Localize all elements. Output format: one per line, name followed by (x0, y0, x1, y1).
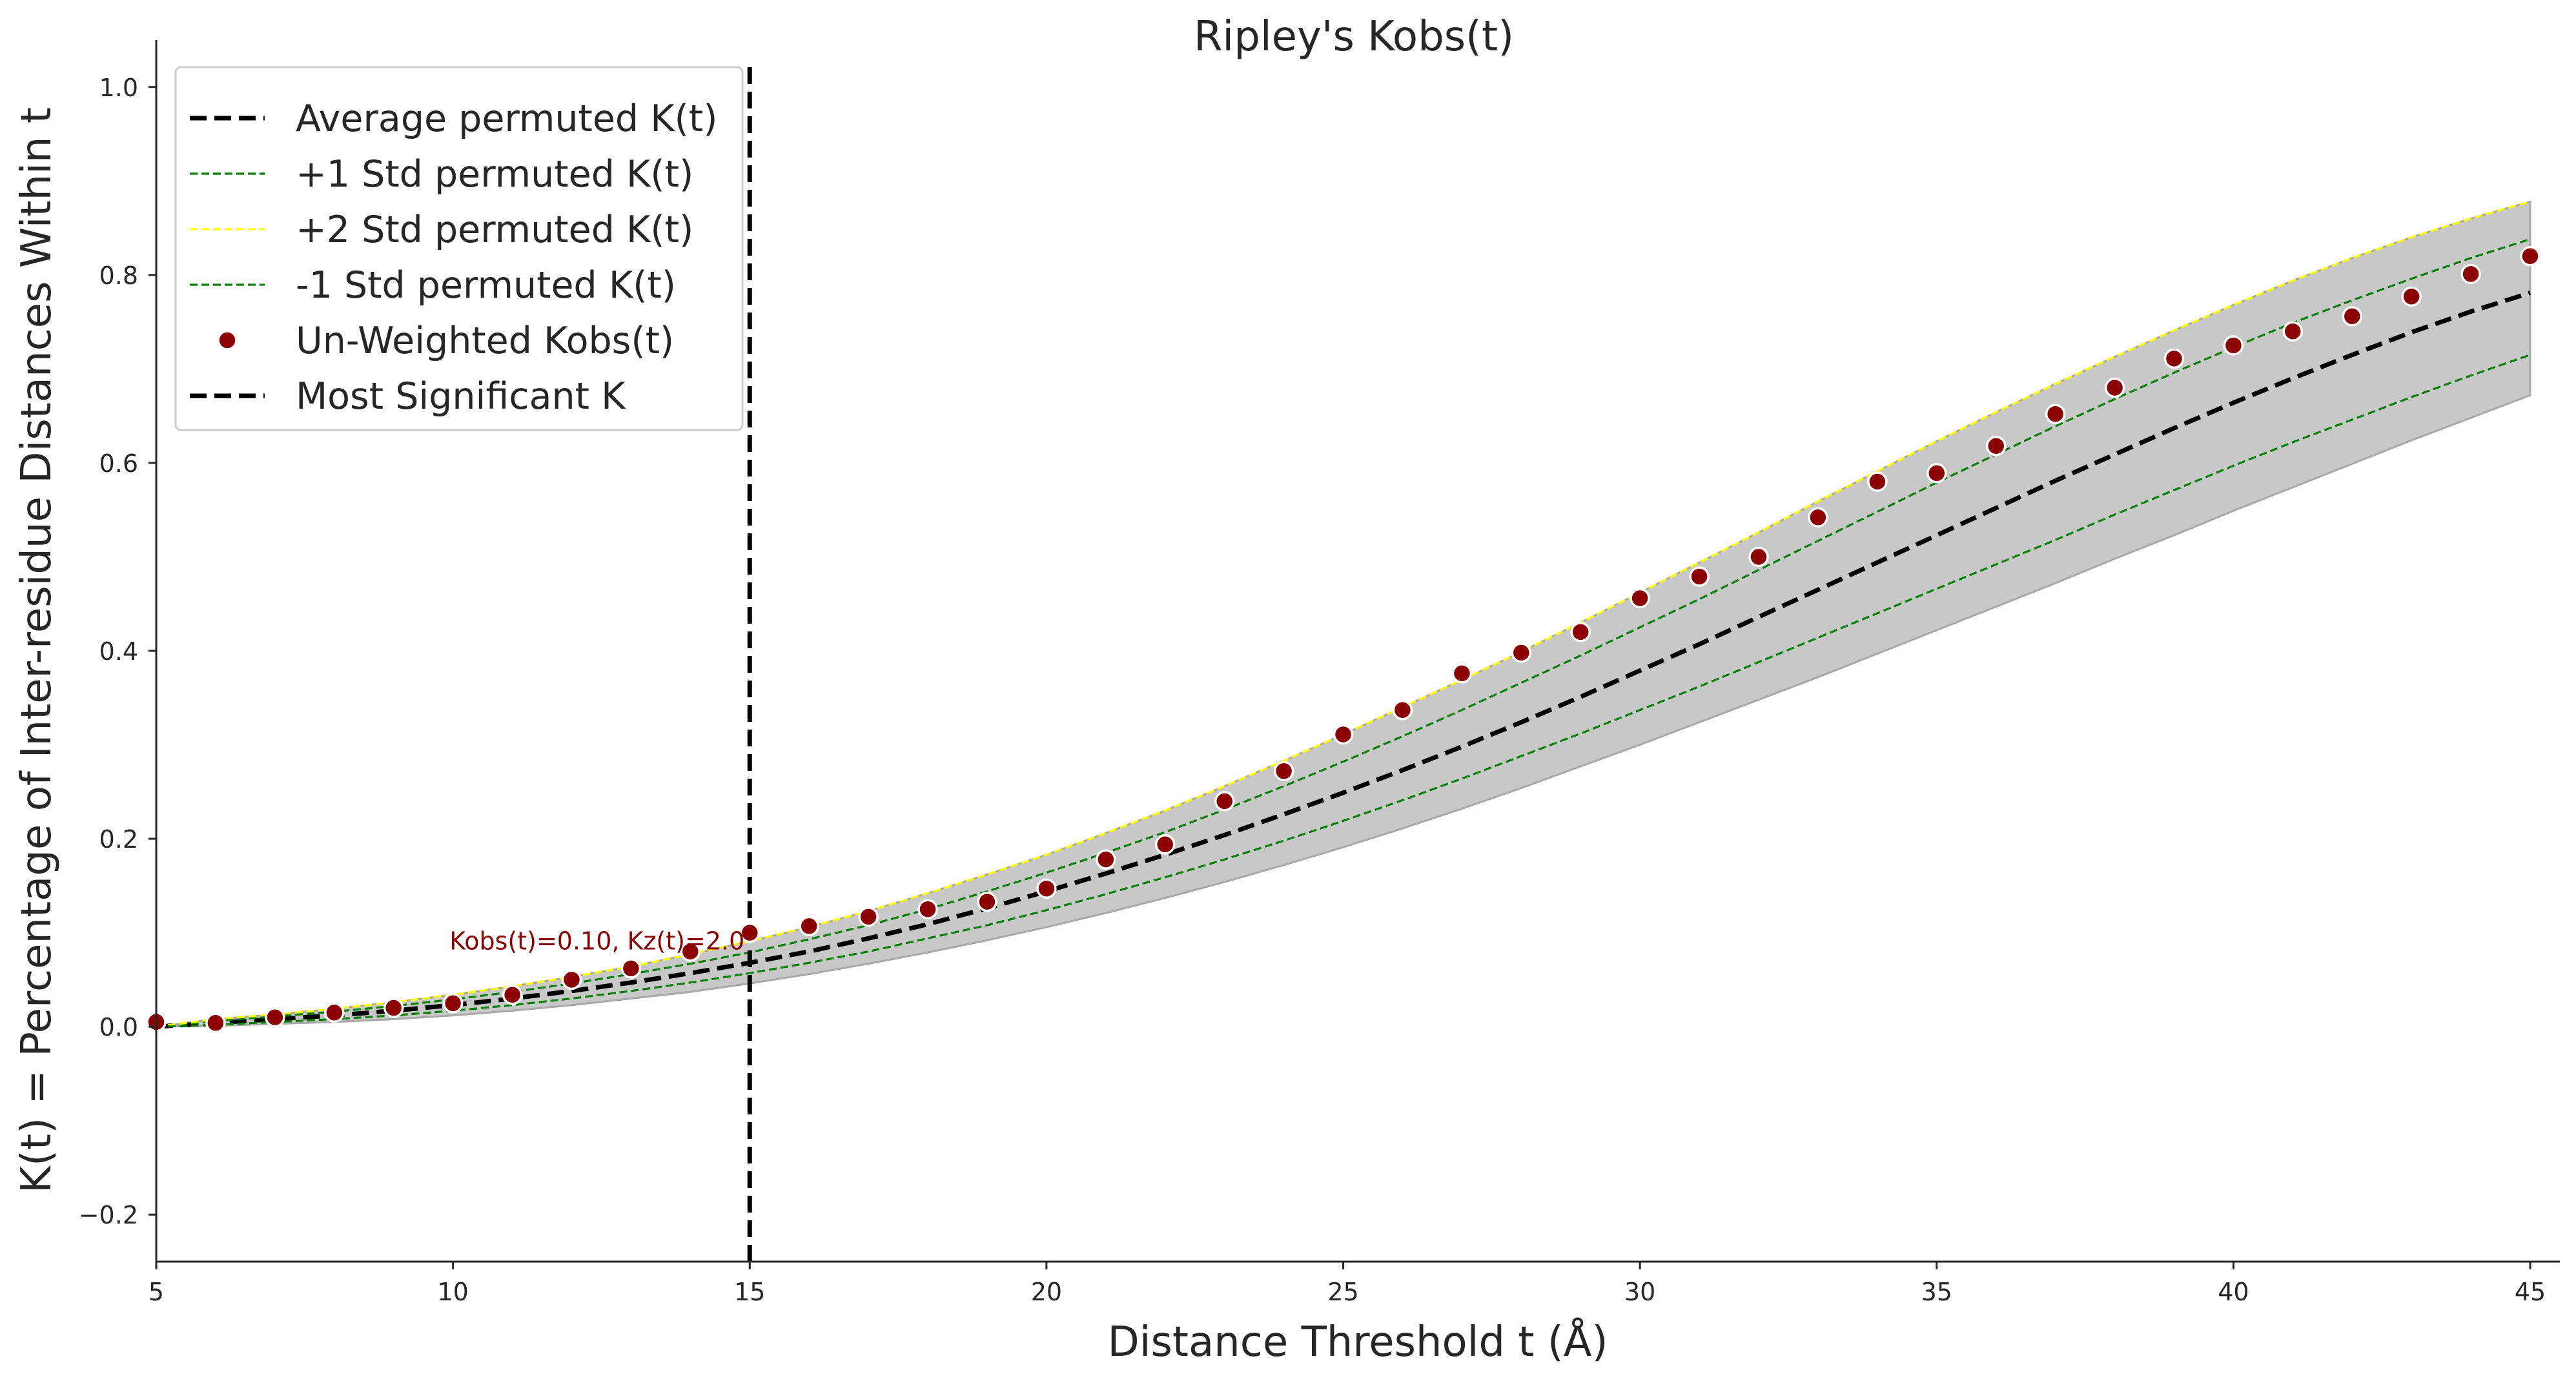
data-point (1867, 471, 1888, 492)
data-point (265, 1007, 285, 1028)
data-point (1214, 791, 1235, 812)
data-point (2342, 306, 2363, 327)
chart-title: Ripley's Kobs(t) (1194, 13, 1514, 61)
data-point (858, 907, 879, 927)
data-point (1630, 588, 1650, 609)
data-point (1096, 849, 1116, 870)
legend-label: +2 Std permuted K(t) (296, 209, 693, 251)
legend: Average permuted K(t) +1 Std permuted K(t… (174, 66, 744, 431)
data-point (2163, 348, 2185, 369)
y-tick-label: 0.4 (99, 637, 138, 666)
x-tick-label: 5 (148, 1278, 164, 1306)
x-tick-label: 10 (437, 1278, 468, 1306)
data-point (1036, 878, 1057, 899)
x-tick-label: 40 (2218, 1278, 2249, 1306)
data-point (1748, 546, 1769, 568)
data-point (205, 1012, 226, 1034)
series-line-1 (156, 238, 2531, 1028)
data-point (2520, 245, 2540, 267)
x-axis-label: Distance Threshold t (Å) (1107, 1317, 1608, 1366)
legend-label: +1 Std permuted K(t) (296, 153, 693, 196)
data-point (680, 941, 701, 962)
legend-label: Un-Weighted Kobs(t) (296, 320, 674, 362)
x-tick-label: 20 (1031, 1278, 1062, 1306)
data-point (739, 922, 761, 943)
plot-area: Kobs(t)=0.10, Kz(t)=2.0 (146, 67, 2540, 1262)
data-point (1392, 699, 1413, 721)
data-point (1154, 834, 1176, 855)
data-point (799, 916, 819, 937)
legend-label: Most Significant K (296, 375, 626, 418)
data-point (620, 958, 642, 979)
series-line-0 (156, 291, 2531, 1029)
data-point (2104, 377, 2125, 398)
x-tick-label: 45 (2515, 1278, 2546, 1306)
data-point (2282, 321, 2304, 342)
data-point (561, 969, 582, 990)
y-tick-label: 0.6 (99, 449, 138, 478)
legend-label: Average permuted K(t) (296, 97, 717, 140)
data-point (1927, 463, 1947, 484)
data-point (383, 998, 404, 1018)
data-point (1985, 435, 2007, 456)
data-point (1570, 622, 1591, 642)
data-point (2045, 404, 2066, 424)
data-point (1511, 642, 1532, 663)
data-point (917, 899, 938, 919)
y-tick-label: 0.8 (99, 261, 138, 290)
y-tick-label: 1.0 (99, 74, 138, 102)
x-tick-label: 25 (1327, 1278, 1358, 1306)
axes: 5 10 15 20 25 30 35 40 45 −0.2 0.0 0.2 0.4 0.6 0.8 1.0 (79, 40, 2560, 1306)
data-point (1689, 566, 1710, 587)
legend-frame (174, 66, 744, 431)
y-tick-label: −0.2 (79, 1201, 138, 1229)
data-point (2223, 335, 2244, 356)
annotation-label: Kobs(t)=0.10, Kz(t)=2.0 (449, 927, 744, 956)
data-point (324, 1002, 345, 1023)
data-point (1808, 507, 1828, 528)
legend-marker (217, 330, 238, 351)
series-line-3 (156, 354, 2531, 1028)
data-point (502, 984, 523, 1005)
data-point (1451, 663, 1473, 684)
y-tick-label: 0.2 (99, 825, 138, 854)
data-point (1333, 724, 1354, 745)
series-line-2 (156, 200, 2531, 1028)
data-point (1273, 761, 1294, 782)
x-tick-label: 30 (1624, 1278, 1655, 1306)
data-point (2460, 263, 2481, 285)
data-point (2401, 286, 2422, 307)
y-axis-label: K(t) = Percentage of Inter-residue Dista… (13, 107, 61, 1193)
data-point (977, 891, 997, 912)
y-tick-label: 0.0 (99, 1013, 138, 1041)
x-tick-label: 15 (734, 1278, 765, 1306)
x-tick-label: 35 (1921, 1278, 1952, 1306)
legend-label: -1 Std permuted K(t) (296, 264, 676, 307)
data-point (442, 993, 464, 1014)
